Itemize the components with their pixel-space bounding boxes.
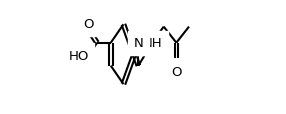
Text: O: O bbox=[84, 18, 94, 31]
Text: NH: NH bbox=[142, 37, 162, 50]
Text: HO: HO bbox=[69, 49, 89, 62]
Text: O: O bbox=[171, 65, 182, 78]
Text: N: N bbox=[134, 37, 143, 50]
